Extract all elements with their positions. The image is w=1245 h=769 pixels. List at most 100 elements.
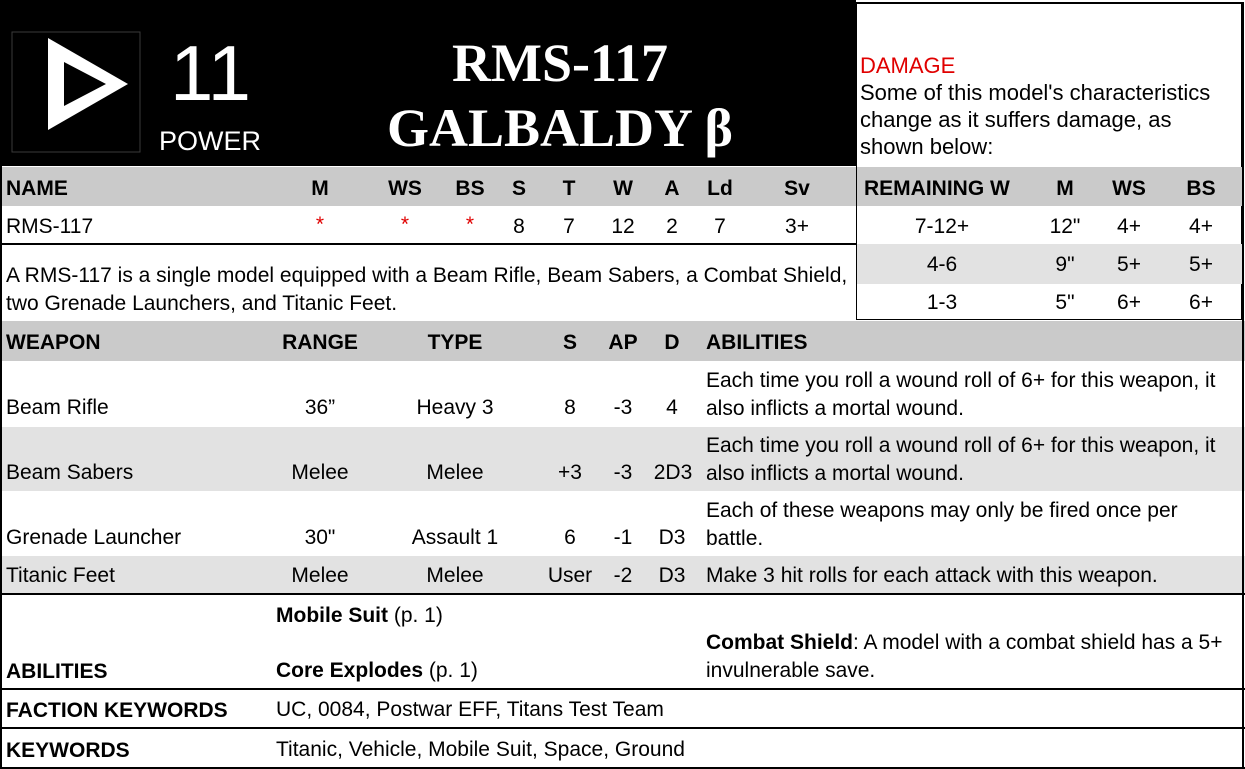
ability-text: : A model with a combat shield has a 5+ … [706, 631, 1223, 682]
weapon-d: D3 [658, 526, 686, 549]
power-value: 11 [170, 29, 251, 117]
damage-header-ws: WS [1112, 177, 1146, 200]
weapons-header-type: TYPE [427, 331, 483, 354]
ability-name: Combat Shield [706, 631, 854, 654]
weapon-s: +3 [558, 461, 582, 484]
damage-row1-bs: 4+ [1189, 215, 1213, 238]
damage-row2-bs: 5+ [1189, 253, 1213, 276]
power-box [0, 0, 300, 166]
weapons-header-weapon: WEAPON [6, 331, 101, 354]
weapon-ap: -3 [613, 461, 633, 484]
weapon-ap: -3 [613, 396, 633, 419]
profile-header-bs: BS [455, 177, 485, 200]
divider [0, 688, 1245, 690]
weapon-range: Melee [291, 461, 349, 484]
profile-a: 2 [666, 215, 678, 238]
damage-row3-bs: 6+ [1189, 291, 1213, 314]
weapon-ap: -2 [613, 564, 633, 587]
damage-box [856, 2, 1242, 320]
keywords-value: Titanic, Vehicle, Mobile Suit, Space, Gr… [276, 738, 685, 761]
damage-header-remaining: REMAINING W [864, 177, 1010, 200]
weapons-header-range: RANGE [282, 331, 358, 354]
profile-name: RMS-117 [6, 215, 94, 238]
divider [0, 243, 856, 245]
weapon-row-band [0, 556, 1245, 593]
profile-ld: 7 [714, 215, 726, 238]
profile-header-ws: WS [388, 177, 422, 200]
profile-header-band [0, 167, 856, 206]
damage-title: DAMAGE [860, 53, 956, 78]
weapon-ap: -1 [613, 526, 633, 549]
profile-header-t: T [562, 177, 576, 200]
damage-header-m: M [1056, 177, 1074, 200]
profile-s: 8 [513, 215, 525, 238]
profile-bs: * [465, 213, 475, 236]
damage-row1-w: 7-12+ [914, 215, 970, 238]
profile-ws: * [400, 213, 410, 236]
weapon-name: Titanic Feet [6, 564, 115, 587]
damage-description: Some of this model's characteristics cha… [860, 80, 1211, 159]
unit-title-line2: GALBALDY β [387, 98, 733, 158]
weapon-name: Grenade Launcher [6, 526, 182, 549]
damage-row2-ws: 5+ [1117, 253, 1141, 276]
weapon-d: 4 [666, 396, 678, 419]
unit-description: A RMS-117 is a single model equipped wit… [6, 264, 848, 315]
damage-row2-m: 9" [1055, 253, 1075, 276]
weapons-header-d: D [664, 331, 680, 354]
weapon-abilities: Make 3 hit rolls for each attack with th… [706, 564, 1158, 587]
unit-title-line1: RMS-117 [452, 33, 668, 93]
profile-header-w: W [613, 177, 633, 200]
profile-m: * [315, 213, 325, 236]
damage-row1-ws: 4+ [1117, 215, 1141, 238]
damage-row2-band [857, 244, 1242, 284]
ability-combat-shield: Combat Shield: A model with a combat shi… [706, 629, 1236, 685]
ability-ref: (p. 1) [388, 604, 443, 627]
damage-row3-ws: 6+ [1117, 291, 1141, 314]
damage-header-band [857, 167, 1242, 206]
weapon-type: Assault 1 [411, 526, 499, 549]
profile-header-m: M [311, 177, 329, 200]
ability-mobile-suit: Mobile Suit (p. 1) [276, 605, 443, 626]
weapon-abilities: Each time you roll a wound roll of 6+ fo… [706, 434, 1216, 485]
weapon-range: 30" [304, 526, 336, 549]
frame-right [1242, 2, 1244, 769]
weapons-header-s: S [562, 331, 577, 354]
damage-row3-m: 5" [1055, 291, 1075, 314]
frame-left [0, 166, 2, 769]
weapon-type: Melee [426, 564, 484, 587]
weapon-abilities: Each time you roll a wound roll of 6+ fo… [706, 369, 1216, 420]
frame-bottom [0, 767, 1245, 769]
profile-t: 7 [563, 215, 575, 238]
damage-row2-w: 4-6 [926, 253, 958, 276]
profile-w: 12 [611, 215, 635, 238]
weapon-s: User [547, 564, 593, 587]
weapon-type: Melee [426, 461, 484, 484]
weapon-type: Heavy 3 [416, 396, 494, 419]
weapon-d: D3 [658, 564, 686, 587]
power-label: POWER [159, 126, 262, 156]
ability-name: Core Explodes [276, 659, 424, 682]
weapon-d: 2D3 [653, 461, 693, 484]
weapon-name: Beam Sabers [6, 461, 134, 484]
profile-header-ld: Ld [707, 177, 733, 200]
damage-row3-w: 1-3 [926, 291, 958, 314]
profile-header-s: S [511, 177, 526, 200]
faction-keywords-label: FACTION KEYWORDS [6, 699, 228, 722]
divider [0, 593, 1245, 595]
profile-header-name: NAME [6, 177, 68, 200]
profile-sv: 3+ [785, 215, 809, 238]
keywords-label: KEYWORDS [6, 739, 130, 762]
weapon-name: Beam Rifle [6, 396, 109, 419]
damage-row1-m: 12" [1049, 215, 1081, 238]
weapon-range: Melee [291, 564, 349, 587]
damage-header-bs: BS [1186, 177, 1216, 200]
datasheet-header [0, 0, 856, 166]
weapon-s: 6 [564, 526, 576, 549]
ability-core-explodes: Core Explodes (p. 1) [276, 660, 478, 681]
abilities-label: ABILITIES [6, 660, 108, 683]
weapon-row-band [0, 427, 1245, 491]
weapons-header-abilities: ABILITIES [706, 331, 808, 354]
profile-header-a: A [664, 177, 680, 200]
power-triangle-icon [11, 31, 141, 153]
weapons-header-band [0, 321, 1245, 361]
